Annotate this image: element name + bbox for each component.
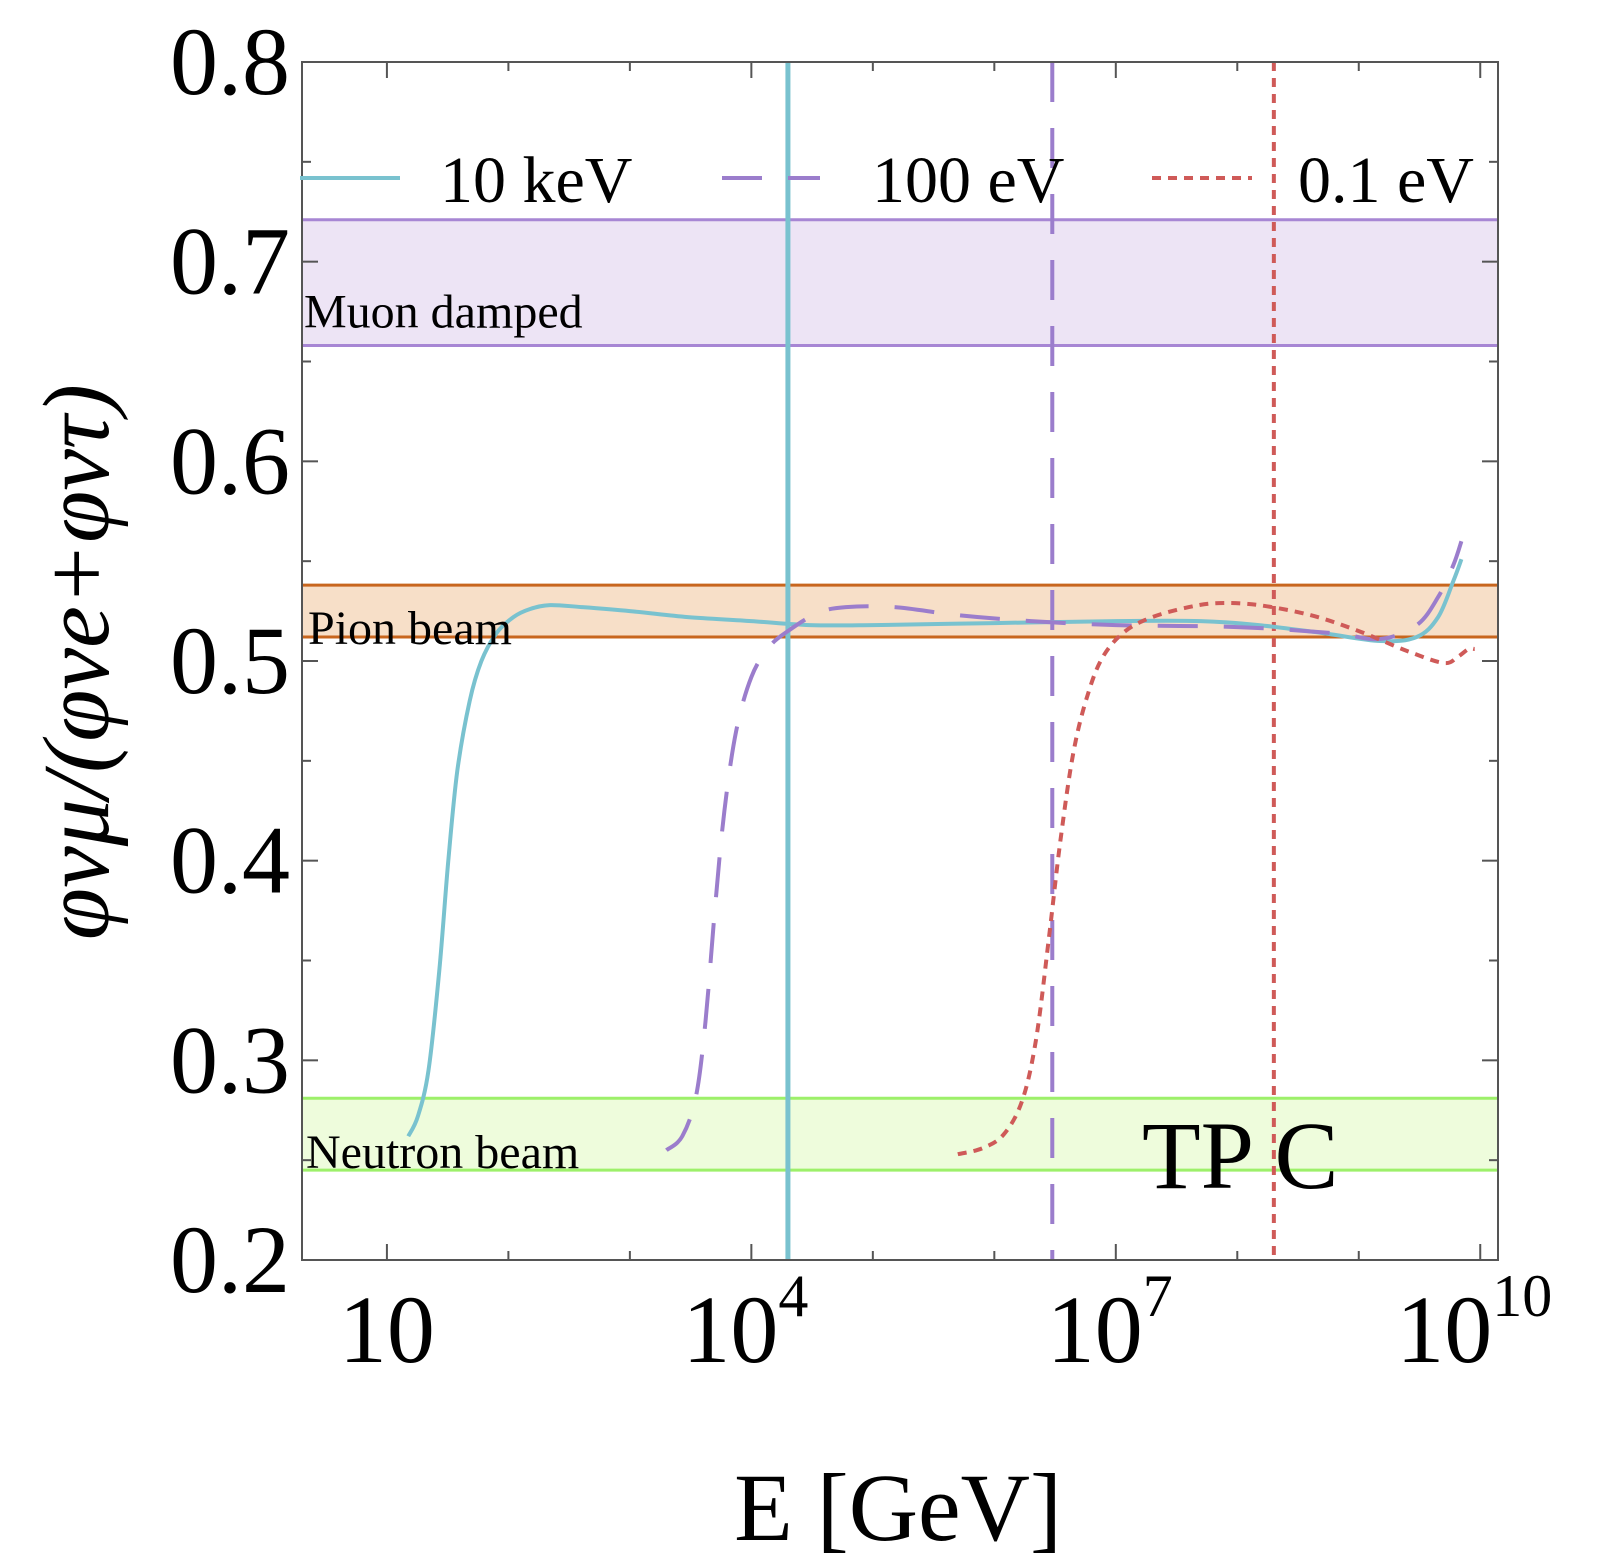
band-label-muon-damped: Muon damped <box>304 286 583 339</box>
band-label-neutron-beam: Neutron beam <box>306 1126 579 1179</box>
x-tick-label: 10 <box>339 1276 435 1383</box>
tick-layer: 0.2 0.3 0.4 0.5 0.6 0.7 0.8 10 104 107 1010 <box>170 8 1552 1383</box>
y-tick-label: 0.8 <box>170 8 290 115</box>
series-line-10-kev <box>406 558 1464 1138</box>
band-neutron-beam <box>302 1098 1498 1171</box>
band-labels: Muon damped Pion beam Neutron beam <box>304 286 583 1180</box>
y-tick-label: 0.6 <box>170 407 290 514</box>
x-tick-label: 1010 <box>1396 1263 1552 1383</box>
series-line-0-1-ev <box>957 601 1475 1157</box>
series-line-100-ev <box>665 540 1464 1152</box>
legend-layer: 10 keV 100 eV 0.1 eV <box>300 144 1474 217</box>
y-axis-label: φνμ/(φνe+φντ) <box>25 384 129 940</box>
y-tick-label: 0.4 <box>170 807 290 914</box>
legend-label-0-1-ev: 0.1 eV <box>1298 144 1474 217</box>
y-tick-label: 0.3 <box>170 1006 290 1113</box>
band-label-pion-beam: Pion beam <box>308 602 512 655</box>
x-axis-label: E [GeV] <box>734 1454 1062 1561</box>
x-tick-label: 107 <box>1047 1263 1173 1383</box>
bands-layer <box>302 218 1498 1172</box>
x-tick-label: 104 <box>682 1263 808 1383</box>
vlines-layer <box>785 62 1276 1260</box>
plot-frame <box>301 61 1499 1261</box>
band-muon-damped <box>302 219 1498 346</box>
y-tick-label: 0.5 <box>170 607 290 714</box>
annotation-label: TP C <box>1142 1102 1339 1209</box>
legend-label-10-kev: 10 keV <box>440 144 632 217</box>
y-tick-label: 0.7 <box>170 208 290 315</box>
legend-label-100-ev: 100 eV <box>872 144 1064 217</box>
y-tick-label: 0.2 <box>170 1206 290 1313</box>
curves-layer <box>406 540 1475 1157</box>
